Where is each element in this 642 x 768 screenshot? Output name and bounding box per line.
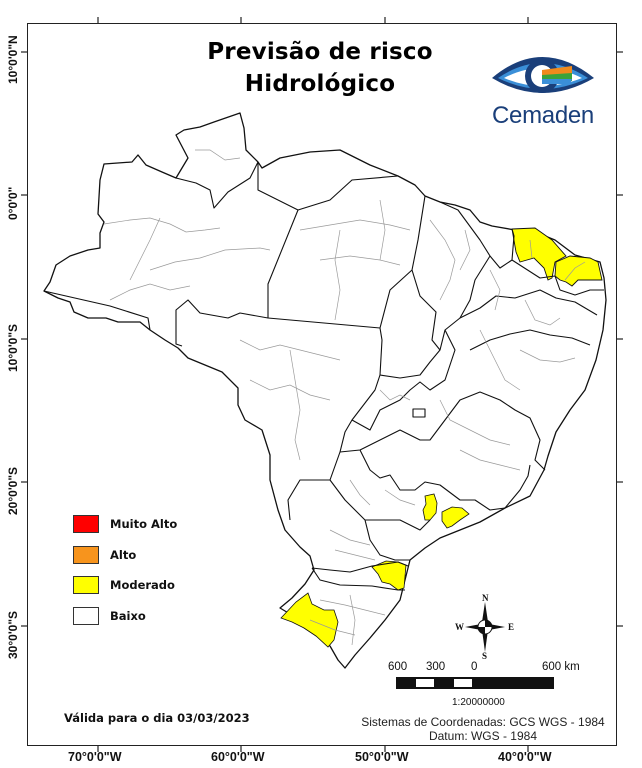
legend-label: Alto bbox=[110, 547, 137, 562]
moderate-area-rs bbox=[280, 592, 339, 648]
coord-system-line: Sistemas de Coordenadas: GCS WGS - 1984 bbox=[361, 715, 605, 729]
compass-n: N bbox=[482, 593, 489, 603]
swatch-muito-alto bbox=[73, 515, 99, 534]
scale-bar bbox=[396, 677, 554, 689]
compass-rose-icon bbox=[465, 602, 505, 652]
lon-label-40w: 40°0'0"W bbox=[498, 750, 552, 764]
lon-label-70w: 70°0'0"W bbox=[68, 750, 122, 764]
moderate-area-ceara bbox=[511, 227, 567, 281]
title-line-1: Previsão de risco bbox=[207, 39, 433, 65]
scale-label-600-left: 600 bbox=[388, 661, 408, 673]
legend-item-moderado: Moderado bbox=[73, 570, 177, 601]
scale-ratio: 1:20000000 bbox=[452, 697, 505, 708]
map-title: Previsão de risco Hidrológico bbox=[150, 36, 490, 100]
logo-text: Cemaden bbox=[492, 102, 594, 129]
state-borders bbox=[43, 161, 604, 591]
legend: Muito Alto Alto Moderado Baixo bbox=[73, 509, 177, 631]
compass-s: S bbox=[482, 651, 488, 661]
datum-line: Datum: WGS - 1984 bbox=[428, 729, 538, 743]
compass-w: W bbox=[455, 622, 464, 632]
swatch-moderado bbox=[73, 576, 99, 595]
legend-item-alto: Alto bbox=[73, 540, 177, 571]
validity-date: Válida para o dia 03/03/2023 bbox=[64, 711, 250, 725]
cemaden-logo: Cemaden bbox=[484, 48, 602, 134]
moderate-area-rn bbox=[554, 255, 603, 287]
legend-label: Baixo bbox=[110, 608, 146, 623]
cemaden-eye-logo-icon bbox=[492, 57, 594, 93]
swatch-baixo bbox=[73, 606, 99, 625]
lon-label-60w: 60°0'0"W bbox=[211, 750, 265, 764]
north-arrow-compass: N S W E bbox=[455, 593, 515, 661]
scale-label-300: 300 bbox=[426, 661, 446, 673]
title-line-2: Hidrológico bbox=[244, 71, 396, 97]
coordinate-system: Sistemas de Coordenadas: GCS WGS - 1984 … bbox=[352, 715, 614, 743]
mesoregion-borders bbox=[103, 149, 586, 646]
compass-e: E bbox=[508, 622, 515, 632]
scale-label-0: 0 bbox=[471, 661, 478, 673]
legend-label: Muito Alto bbox=[110, 517, 178, 532]
legend-item-baixo: Baixo bbox=[73, 601, 177, 632]
legend-label: Moderado bbox=[110, 578, 175, 593]
brazil-outline bbox=[43, 112, 607, 669]
swatch-alto bbox=[73, 545, 99, 564]
scale-label-600-km: 600 km bbox=[542, 661, 580, 673]
moderate-area-sp-coast bbox=[441, 506, 470, 529]
legend-item-muito-alto: Muito Alto bbox=[73, 509, 177, 540]
lon-label-50w: 50°0'0"W bbox=[355, 750, 409, 764]
moderate-area-sc bbox=[371, 560, 407, 591]
